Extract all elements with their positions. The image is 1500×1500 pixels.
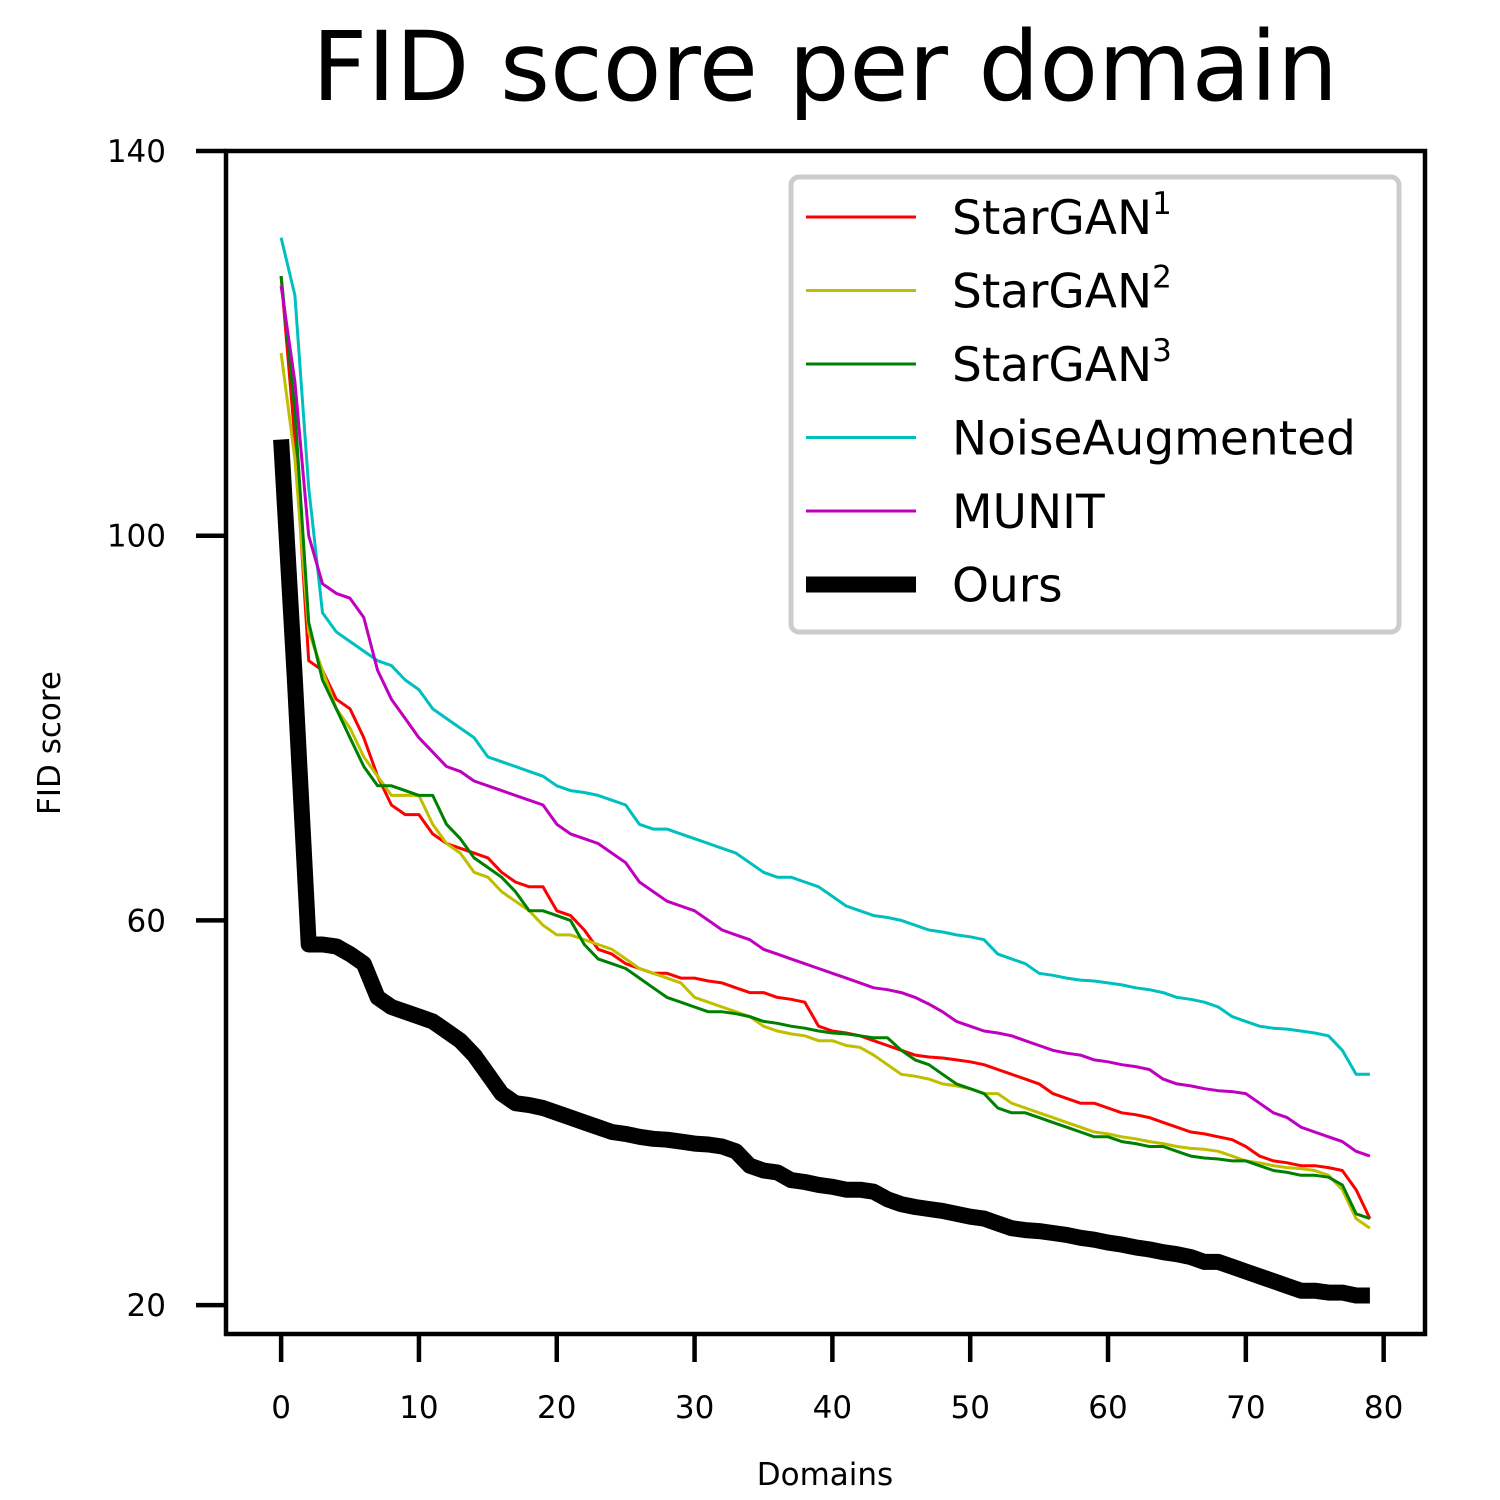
- x-axis-ticks: 0 10 20 30 40 50 60 70 80: [271, 1334, 1403, 1426]
- legend-superscript: 1: [1152, 186, 1172, 222]
- y-tick-label: 60: [127, 903, 166, 939]
- legend-label: StarGAN3: [952, 333, 1172, 393]
- plot-area: [223, 148, 1428, 1337]
- series-line-stargan2: [279, 352, 1371, 1230]
- legend-label: MUNIT: [952, 485, 1105, 540]
- legend-label: StarGAN2: [952, 260, 1172, 320]
- x-tick-label: 50: [950, 1390, 989, 1426]
- legend-superscript: 3: [1152, 333, 1172, 369]
- chart-title: FID score per domain: [312, 11, 1338, 123]
- legend-superscript: 2: [1152, 260, 1172, 296]
- x-tick-label: 60: [1088, 1390, 1127, 1426]
- x-tick-label: 0: [271, 1390, 291, 1426]
- series-line-ours: [273, 439, 1370, 1304]
- series-line-stargan1: [279, 275, 1372, 1220]
- legend-label: NoiseAugmented: [952, 412, 1356, 467]
- x-tick-label: 30: [675, 1390, 714, 1426]
- legend-entries: StarGAN1 StarGAN2 StarGAN3 NoiseAugmented MU…: [806, 186, 1356, 614]
- x-tick-label: 10: [399, 1390, 438, 1426]
- y-tick-label: 100: [107, 519, 166, 555]
- series-line-noiseaugmented: [279, 237, 1370, 1076]
- y-tick-label: 20: [127, 1288, 166, 1324]
- x-tick-label: 80: [1364, 1390, 1403, 1426]
- legend-label: StarGAN1: [952, 186, 1172, 246]
- series-line-stargan3: [279, 275, 1371, 1221]
- series-line-munit: [279, 285, 1371, 1158]
- legend: StarGAN1 StarGAN2 StarGAN3 NoiseAugmented MU…: [788, 174, 1402, 635]
- y-tick-label: 140: [107, 134, 166, 170]
- x-axis-label: Domains: [757, 1457, 893, 1493]
- legend-box: [788, 174, 1402, 635]
- legend-label: Ours: [952, 559, 1063, 614]
- y-axis-label: FID score: [32, 671, 68, 815]
- y-axis-ticks: 20 60 100 140: [107, 134, 226, 1324]
- x-tick-label: 40: [813, 1390, 852, 1426]
- x-tick-label: 70: [1226, 1390, 1265, 1426]
- axes-frame: [223, 148, 1428, 1337]
- series-layer: [273, 237, 1372, 1304]
- x-tick-label: 20: [537, 1390, 576, 1426]
